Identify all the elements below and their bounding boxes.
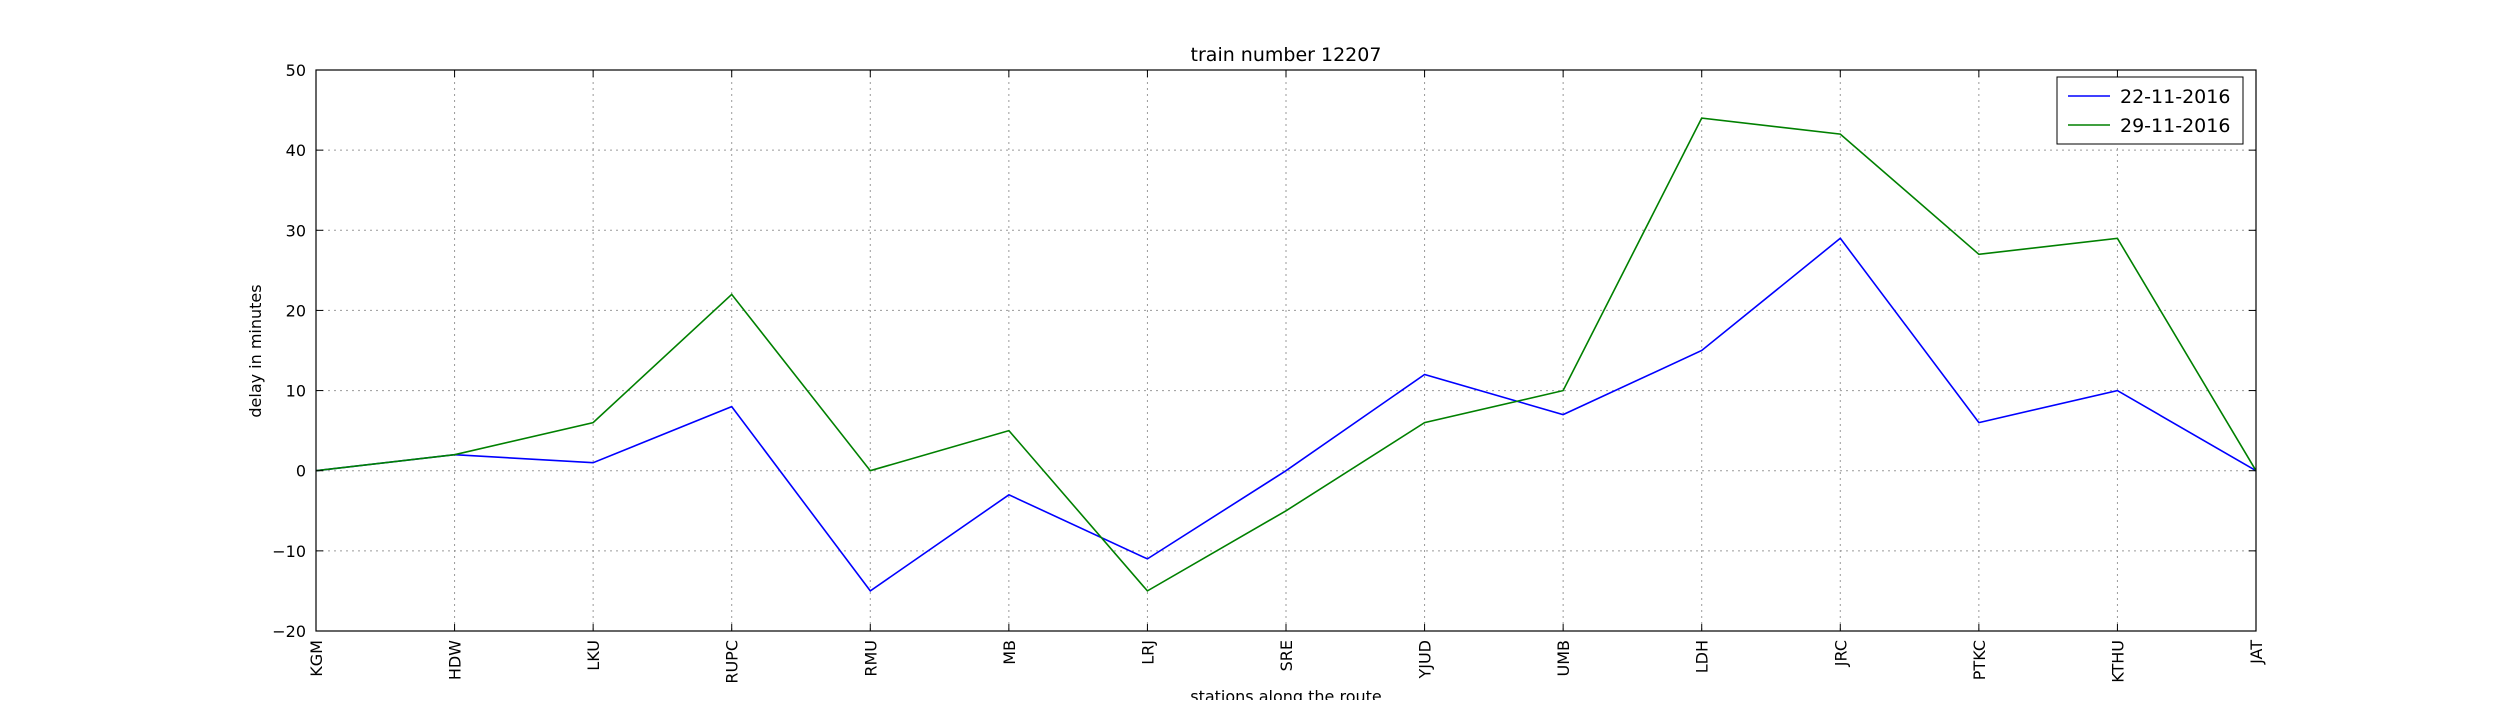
x-tick-label: UMB <box>1554 640 1573 677</box>
x-tick-label: RMU <box>861 640 880 677</box>
x-tick-label: MB <box>1000 640 1019 665</box>
x-tick-label: KGM <box>307 640 326 677</box>
series-layer <box>315 117 2257 592</box>
x-tick-label: LDH <box>1693 640 1712 673</box>
y-tick-label: 0 <box>296 462 306 481</box>
x-tick-label: JAT <box>2247 640 2266 665</box>
y-axis-label: delay in minutes <box>246 284 265 417</box>
x-tick-label: PTKC <box>1970 640 1989 680</box>
legend: 22-11-2016 29-11-2016 <box>2056 76 2244 145</box>
y-tick-label: 10 <box>286 382 306 401</box>
axis-layer: −20 −10 0 10 20 30 40 50 KGM HDW LKU RUPC RMU MB LRJ SR… <box>272 61 2266 684</box>
x-tick-label: RUPC <box>723 640 742 684</box>
y-tick-label: −10 <box>272 542 306 561</box>
x-tick-label: SRE <box>1277 640 1296 671</box>
series-line-2 <box>315 117 2257 592</box>
legend-frame <box>2056 76 2244 145</box>
x-axis-label: stations along the route <box>1190 687 1382 700</box>
chart-title: train number 12207 <box>1191 44 1382 66</box>
y-tick-label: 50 <box>286 61 306 80</box>
y-tick-label: 30 <box>286 221 306 240</box>
x-tick-label: LKU <box>584 640 603 671</box>
y-tick-label: −20 <box>272 622 306 641</box>
legend-label-series-1: 22-11-2016 <box>2120 86 2230 108</box>
x-tick-label: KTHU <box>2108 640 2127 683</box>
x-tick-label: LRJ <box>1138 640 1157 665</box>
legend-label-series-2: 29-11-2016 <box>2120 115 2230 137</box>
series-line-1 <box>315 237 2257 592</box>
y-tick-label: 40 <box>286 141 306 160</box>
x-tick-label: YJUD <box>1416 640 1435 680</box>
x-tick-label: JRC <box>1831 640 1850 667</box>
y-tick-label: 20 <box>286 301 306 320</box>
x-tick-label: HDW <box>446 640 465 680</box>
